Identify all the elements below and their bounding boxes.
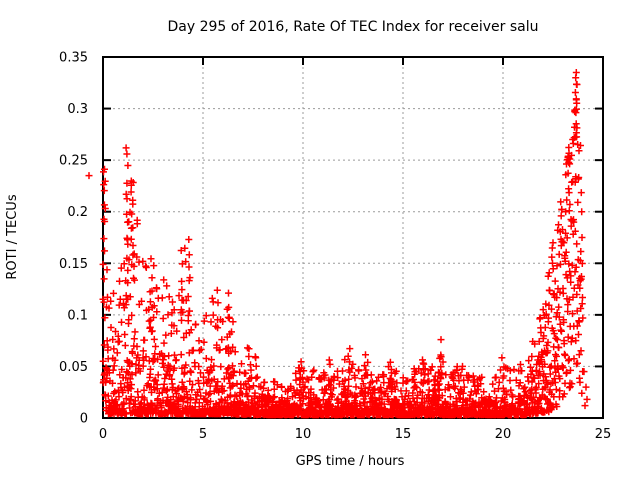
x-tick-label: 15 — [395, 427, 412, 442]
x-tick-label: 0 — [99, 427, 107, 442]
x-axis-label: GPS time / hours — [296, 454, 405, 469]
y-tick-label: 0.3 — [67, 102, 88, 117]
y-tick-label: 0.2 — [67, 205, 88, 220]
x-tick-label: 20 — [495, 427, 512, 442]
x-tick-label: 5 — [199, 427, 207, 442]
x-tick-label: 25 — [595, 427, 612, 442]
y-axis-label: ROTI / TECUs — [5, 194, 20, 279]
y-tick-label: 0 — [80, 412, 88, 427]
chart-title: Day 295 of 2016, Rate Of TEC Index for r… — [167, 19, 538, 35]
tick-labels: 0 5 10 15 20 25 0 0.05 0.1 0.15 0.2 0.25 0.3 0.35 — [59, 51, 611, 443]
y-tick-label: 0.1 — [67, 308, 88, 323]
y-tick-label: 0.15 — [59, 257, 88, 272]
y-tick-label: 0.05 — [59, 360, 88, 375]
y-tick-label: 0.25 — [59, 154, 88, 169]
y-tick-label: 0.35 — [59, 51, 88, 66]
roti-data-points — [85, 69, 591, 419]
x-tick-label: 10 — [295, 427, 312, 442]
